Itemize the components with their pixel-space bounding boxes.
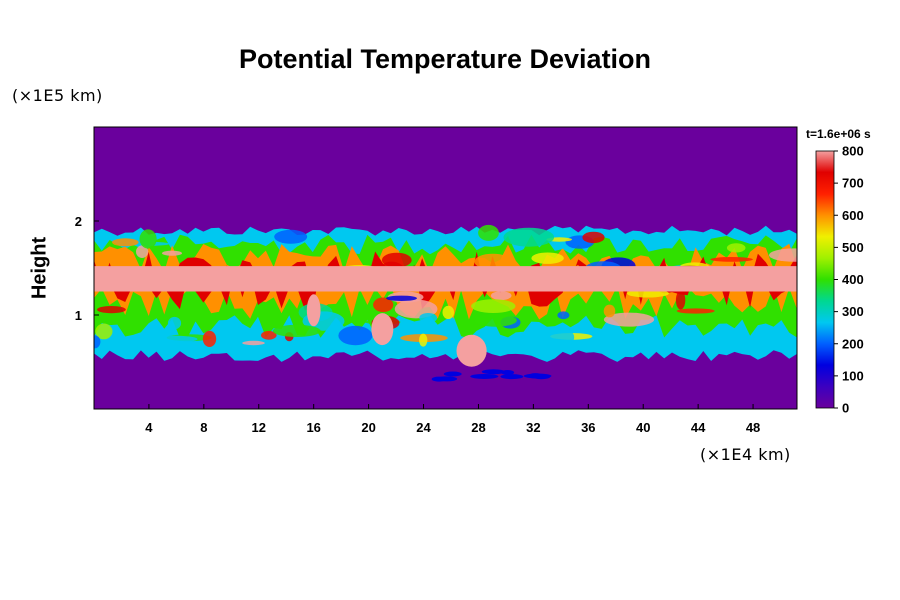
time-label: t=1.6e+06 s <box>806 127 871 141</box>
eddy <box>676 308 715 314</box>
x-tick-label: 40 <box>636 420 650 435</box>
eddy <box>386 295 417 301</box>
eddy <box>603 304 616 318</box>
chart-title: Potential Temperature Deviation <box>238 44 652 74</box>
x-tick-label: 16 <box>306 420 320 435</box>
eddy <box>162 250 182 256</box>
eddy <box>202 330 217 347</box>
y-tick-label: 2 <box>75 214 82 229</box>
colorbar-tick-label: 0 <box>842 401 849 416</box>
wisp <box>470 373 499 379</box>
plume <box>371 313 394 346</box>
eddy <box>94 335 101 349</box>
x-axis: 4 8 12 16 20 24 28 32 36 40 44 48 <box>145 404 760 435</box>
eddy <box>726 243 746 253</box>
main-layer <box>94 266 797 292</box>
eddy <box>442 305 455 319</box>
eddy <box>95 323 113 340</box>
eddy <box>550 328 575 346</box>
x-tick-label: 44 <box>691 420 706 435</box>
colorbar-tick-label: 500 <box>842 240 864 255</box>
eddy <box>167 316 182 330</box>
plume <box>456 334 487 367</box>
eddy <box>478 224 499 241</box>
eddy <box>769 248 797 262</box>
eddy <box>710 257 753 262</box>
colorbar-tick-label: 700 <box>842 176 864 191</box>
eddy <box>146 335 198 343</box>
colorbar-tick-label: 100 <box>842 368 864 383</box>
x-tick-label: 12 <box>252 420 266 435</box>
plot-area <box>94 127 797 409</box>
eddy <box>557 311 570 320</box>
colorbar-tick-label: 800 <box>842 144 864 159</box>
wisp <box>481 369 506 375</box>
eddy <box>338 325 373 346</box>
eddy <box>474 253 512 270</box>
y-tick-label: 1 <box>75 308 82 323</box>
colorbar: 0 100 200 300 400 500 600 700 800 <box>815 144 864 416</box>
wisp <box>443 371 462 377</box>
colorbar-tick-label: 600 <box>842 208 864 223</box>
eddy <box>97 306 126 314</box>
wisp <box>528 373 543 379</box>
eddy <box>471 299 516 313</box>
eddy <box>419 313 438 323</box>
colorbar-tick-label: 400 <box>842 272 864 287</box>
eddy <box>242 340 265 346</box>
plot-frame <box>93 126 798 410</box>
eddy <box>474 313 517 327</box>
eddy <box>261 330 277 340</box>
x-axis-unit: (×1E4 km) <box>700 445 791 464</box>
eddy <box>419 333 428 347</box>
x-tick-label: 24 <box>416 420 431 435</box>
y-axis: 12 <box>75 214 99 323</box>
turbulent-band <box>94 224 797 362</box>
x-tick-label: 28 <box>471 420 485 435</box>
eddy <box>490 291 512 300</box>
eddy <box>553 244 569 249</box>
eddy <box>272 324 321 337</box>
x-tick-label: 8 <box>200 420 207 435</box>
plume <box>306 294 321 327</box>
eddy <box>112 238 139 247</box>
colorbar-scale <box>815 150 835 409</box>
eddy <box>274 229 308 244</box>
x-tick-label: 20 <box>361 420 375 435</box>
eddy <box>675 290 686 310</box>
wisp <box>500 374 524 380</box>
eddy <box>373 297 394 313</box>
wisp <box>436 376 458 382</box>
colorbar-tick-label: 200 <box>842 336 864 351</box>
x-tick-label: 36 <box>581 420 595 435</box>
eddy <box>139 229 157 249</box>
x-tick-label: 48 <box>746 420 760 435</box>
y-axis-unit: (×1E5 km) <box>12 86 103 105</box>
x-tick-label: 32 <box>526 420 540 435</box>
eddy <box>531 252 564 264</box>
eddy <box>603 312 655 327</box>
eddy <box>582 231 605 244</box>
eddy <box>503 227 555 247</box>
x-tick-label: 4 <box>145 420 153 435</box>
eddy <box>136 245 149 258</box>
colorbar-tick-label: 300 <box>842 304 864 319</box>
